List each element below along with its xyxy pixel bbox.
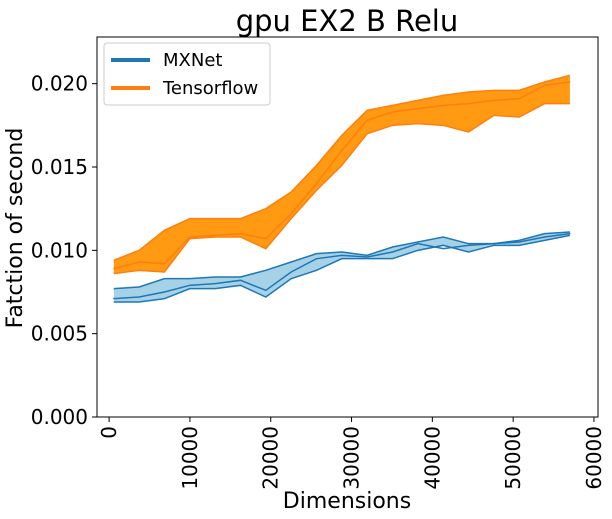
data-point-tensorflow bbox=[239, 233, 242, 235]
y-tick-label: 0.020 bbox=[31, 72, 88, 96]
y-tick-label: 0.000 bbox=[31, 405, 88, 429]
y-axis-title: Fatction of second bbox=[3, 128, 28, 329]
data-point-tensorflow bbox=[113, 268, 115, 270]
data-point-tensorflow bbox=[417, 108, 419, 110]
y-tick-label: 0.005 bbox=[31, 322, 88, 346]
data-point-tensorflow bbox=[467, 103, 470, 105]
data-point-mxnet bbox=[518, 241, 520, 243]
series-lower-line-mxnet bbox=[113, 234, 571, 303]
x-tick-label: 40000 bbox=[420, 426, 444, 490]
x-tick-label: 60000 bbox=[582, 426, 606, 490]
data-point-tensorflow bbox=[290, 213, 292, 215]
legend-label-tensorflow: Tensorflow bbox=[162, 78, 258, 99]
data-point-tensorflow bbox=[493, 99, 495, 101]
data-point-tensorflow bbox=[569, 81, 571, 83]
data-point-tensorflow bbox=[214, 234, 216, 236]
plot-area bbox=[113, 74, 571, 303]
data-point-mxnet bbox=[442, 248, 444, 250]
data-point-tensorflow bbox=[366, 119, 368, 121]
series-lower-line-tensorflow bbox=[113, 102, 570, 275]
series-upper-line-tensorflow bbox=[113, 74, 571, 262]
data-point-mxnet bbox=[543, 236, 546, 238]
y-tick-label: 0.010 bbox=[31, 238, 88, 262]
data-point-tensorflow bbox=[543, 84, 546, 86]
data-point-mxnet bbox=[138, 296, 140, 298]
x-tick-label: 10000 bbox=[178, 426, 202, 490]
data-point-mxnet bbox=[239, 279, 242, 281]
data-point-mxnet bbox=[163, 291, 166, 293]
x-tick-label: 30000 bbox=[340, 426, 364, 490]
data-point-tensorflow bbox=[315, 183, 318, 185]
axes: 0.000 0.005 0.010 0.015 0.020 0 10000 20000 3000… bbox=[31, 36, 606, 490]
series-band-mxnet bbox=[113, 232, 570, 302]
data-point-mxnet bbox=[214, 283, 216, 285]
data-point-mxnet bbox=[467, 244, 470, 246]
x-tick-label: 50000 bbox=[501, 426, 525, 490]
data-point-mxnet bbox=[417, 243, 419, 245]
legend: MXNet Tensorflow bbox=[103, 42, 271, 106]
data-point-mxnet bbox=[189, 284, 191, 286]
chart-title: gpu EX2 B Relu bbox=[236, 4, 459, 38]
plot-frame bbox=[96, 36, 599, 418]
data-point-tensorflow bbox=[518, 98, 520, 100]
data-point-tensorflow bbox=[163, 263, 166, 265]
x-tick-label: 0 bbox=[97, 426, 121, 439]
data-point-tensorflow bbox=[189, 236, 191, 238]
data-point-mxnet bbox=[290, 271, 292, 273]
data-point-mxnet bbox=[315, 258, 318, 260]
data-point-mxnet bbox=[366, 256, 368, 258]
data-point-tensorflow bbox=[138, 261, 140, 263]
data-point-tensorflow bbox=[341, 149, 343, 151]
y-tick-label: 0.015 bbox=[31, 155, 88, 179]
x-tick-label: 20000 bbox=[259, 426, 283, 490]
data-point-mxnet bbox=[569, 233, 571, 235]
data-point-mxnet bbox=[341, 254, 343, 256]
data-point-mxnet bbox=[493, 243, 495, 245]
legend-label-mxnet: MXNet bbox=[163, 50, 222, 71]
series-band-tensorflow bbox=[113, 75, 570, 274]
data-point-tensorflow bbox=[391, 111, 394, 113]
data-point-mxnet bbox=[265, 289, 267, 291]
x-axis-title: Dimensions bbox=[283, 489, 411, 514]
data-point-tensorflow bbox=[442, 104, 444, 106]
data-point-mxnet bbox=[391, 251, 394, 253]
data-point-mxnet bbox=[113, 298, 115, 300]
data-point-tensorflow bbox=[265, 238, 267, 240]
